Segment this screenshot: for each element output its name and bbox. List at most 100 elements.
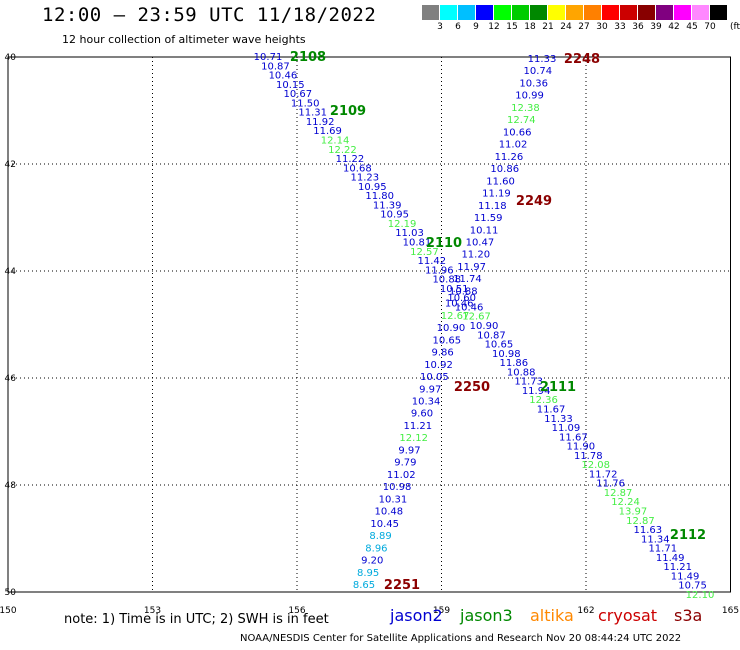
wave-height-value: 12.36 [529,395,558,406]
wave-height-value: 10.99 [515,91,544,102]
wave-height-value: 10.81 [403,238,432,249]
wave-height-value: 10.98 [492,349,521,360]
wave-height-value: 10.45 [370,519,399,530]
legend-label: 9 [473,22,479,32]
wave-height-value: 10.95 [358,182,387,193]
wave-height-value: 11.02 [499,140,528,151]
wave-height-value: 11.34 [641,534,670,545]
legend-label: 12 [488,22,500,32]
legend-label: 27 [578,22,590,32]
wave-height-value: 12.67 [441,311,470,322]
wave-height-value: 12.08 [581,460,610,471]
x-tick-label: 162 [577,606,594,616]
y-tick-label: 40 [5,53,17,63]
jason2-label: jason2 [390,606,443,625]
wave-height-value: 9.97 [398,445,420,456]
wave-height-value: 10.36 [519,78,548,89]
wave-height-value: 10.51 [440,284,469,295]
wave-height-value: 11.72 [589,469,618,480]
legend-swatch [530,5,547,20]
wave-height-value: 12.87 [604,488,633,499]
wave-height-value: 10.90 [437,323,466,334]
wave-height-value: 10.86 [490,164,519,175]
wave-height-value: 10.05 [420,372,449,383]
legend-label: 42 [668,22,680,32]
wave-height-value: 11.03 [395,228,424,239]
legend-swatch [638,5,655,20]
wave-height-value: 11.20 [461,250,490,261]
wave-height-value: 11.86 [499,358,528,369]
wave-height-value: 10.66 [503,127,532,138]
wave-height-value: 10.65 [432,335,461,346]
wave-height-value: 10.87 [261,61,290,72]
pass-time-label: 2250 [454,380,490,395]
chart-title: 12:00 — 23:59 UTC 11/18/2022 [42,4,377,26]
wave-height-value: 10.92 [424,360,453,371]
wave-height-value: 10.74 [524,66,553,77]
wave-height-value: 10.67 [283,89,312,100]
wave-height-value: 8.65 [353,580,375,591]
y-tick-label: 50 [5,588,17,598]
wave-height-value: 12.24 [611,497,640,508]
legend-swatch [674,5,691,20]
x-tick-label: 153 [144,606,161,616]
wave-height-value: 10.48 [375,507,404,518]
footer-note: note: 1) Time is in UTC; 2) SWH is in fe… [64,612,329,627]
wave-height-value: 9.60 [411,409,433,420]
jason3-label: jason3 [460,606,513,625]
legend-unit: (ft) [730,22,740,32]
legend-label: 6 [455,22,461,32]
wave-height-value: 11.31 [298,108,327,119]
legend-swatch [476,5,493,20]
wave-height-value: 11.74 [453,274,482,285]
wave-height-value: 12.74 [507,115,536,126]
wave-height-value: 12.38 [511,103,540,114]
wave-height-value: 11.90 [567,442,596,453]
wave-height-value: 11.33 [544,414,573,425]
pass-time-label: 2110 [426,236,462,251]
wave-height-value: 11.19 [482,189,511,200]
wave-height-value: 10.68 [343,163,372,174]
legend-swatch [602,5,619,20]
y-tick-label: 48 [5,481,17,491]
pass-time-label: 2111 [540,380,576,395]
legend-label: 33 [614,22,626,32]
wave-height-value: 11.22 [336,154,365,165]
wave-height-value: 9.20 [361,556,383,567]
wave-height-value: 11.02 [387,470,416,481]
wave-height-value: 10.15 [276,80,305,91]
pass-time-label: 2112 [670,528,706,543]
legend-swatch [692,5,709,20]
legend-swatch [440,5,457,20]
plot-frame [7,56,731,593]
wave-height-value: 12.57 [410,247,439,258]
legend-label: 24 [560,22,572,32]
wave-height-value: 11.42 [418,256,447,267]
y-tick-label: 46 [5,374,17,384]
wave-height-value: 11.94 [522,386,551,397]
s3a-label: s3a [674,606,703,625]
legend-label: 70 [704,22,716,32]
wave-height-value: 12.87 [626,516,655,527]
pass-time-label: 2108 [290,50,326,65]
y-tick-label: 42 [5,160,16,170]
x-tick-label: 159 [433,606,450,616]
wave-height-value: 11.09 [552,423,581,434]
wave-height-value: 12.19 [388,219,417,230]
wave-height-value: 13.97 [619,507,648,518]
wave-height-value: 11.26 [495,152,524,163]
wave-height-value: 11.21 [403,421,432,432]
legend-label: 18 [524,22,536,32]
wave-height-value: 12.14 [321,135,350,146]
wave-height-value: 10.47 [466,237,495,248]
wave-height-value: 11.92 [306,117,335,128]
pass-time-label: 2109 [330,104,366,119]
wave-height-value: 12.67 [462,312,491,323]
wave-height-value: 11.67 [537,404,566,415]
wave-height-value: 12.12 [399,433,428,444]
wave-height-value: 12.22 [328,145,357,156]
legend-label: 36 [632,22,644,32]
x-tick-label: 156 [288,606,305,616]
wave-height-value: 11.49 [671,571,700,582]
